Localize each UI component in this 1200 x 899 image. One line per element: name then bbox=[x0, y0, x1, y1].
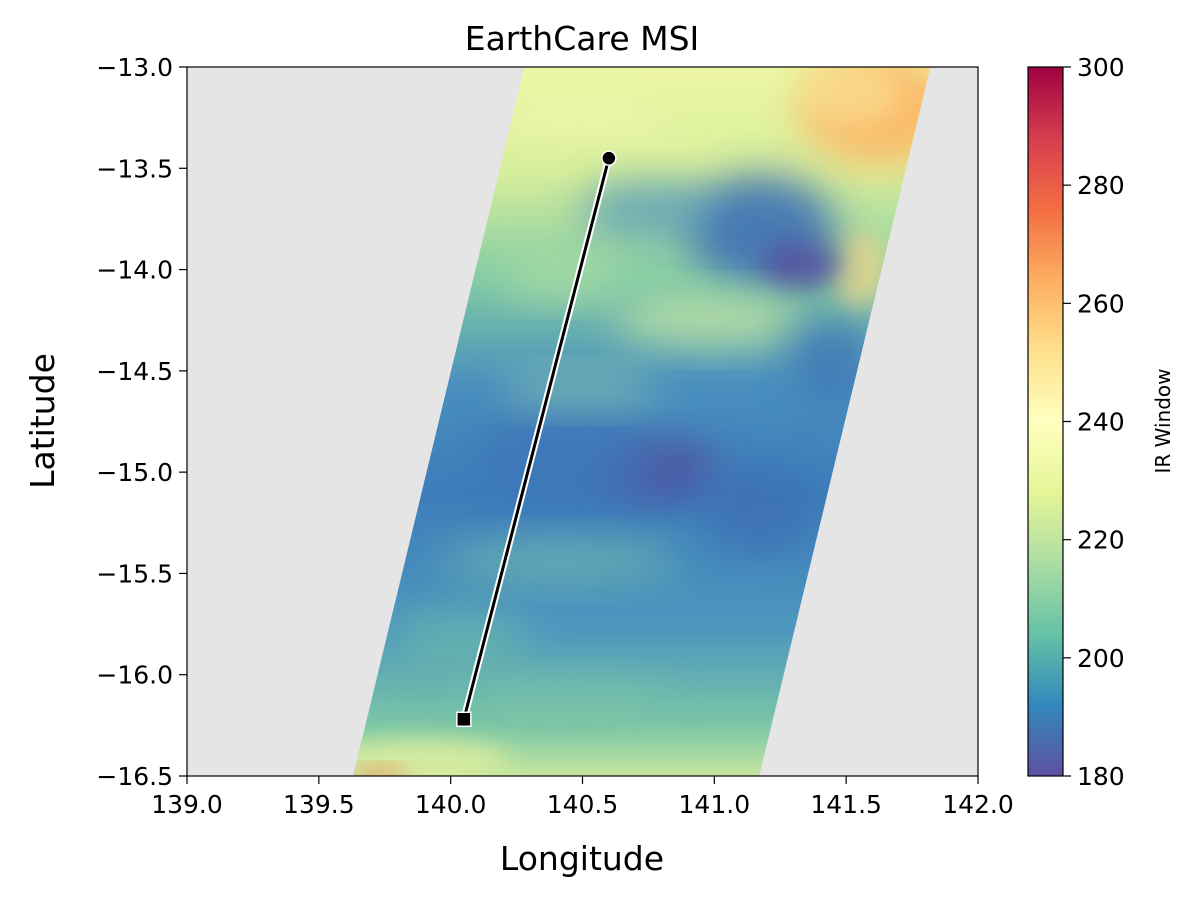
colorbar-gradient bbox=[1028, 67, 1063, 776]
colorbar-tick-label: 240 bbox=[1077, 408, 1125, 437]
colorbar-tick-label: 260 bbox=[1077, 289, 1125, 318]
colorbar-tick-label: 300 bbox=[1077, 53, 1125, 82]
x-tick-label: 141.0 bbox=[679, 790, 751, 819]
x-axis-label: Longitude bbox=[500, 839, 664, 878]
track-end-marker bbox=[456, 711, 472, 728]
y-tick-label: −14.5 bbox=[96, 357, 173, 386]
track bbox=[456, 150, 617, 728]
y-axis: −13.0 −13.5 −14.0 −14.5 −15.0 −15.5 −16.0 −16.5 bbox=[96, 53, 187, 791]
swath-texture bbox=[353, 67, 931, 776]
colorbar: 180 200 220 240 260 280 300 IR Window bbox=[1027, 53, 1175, 791]
colorbar-label: IR Window bbox=[1151, 368, 1175, 473]
y-tick-label: −16.0 bbox=[96, 661, 173, 690]
chart-title: EarthCare MSI bbox=[465, 19, 700, 58]
colorbar-ticks: 180 200 220 240 260 280 300 bbox=[1063, 53, 1125, 791]
x-axis: 139.0 139.5 140.0 140.5 141.0 141.5 142.0 bbox=[151, 776, 1014, 819]
track-line bbox=[462, 156, 611, 721]
colorbar-tick-label: 220 bbox=[1077, 526, 1125, 555]
x-tick-label: 139.5 bbox=[283, 790, 355, 819]
y-tick-label: −14.0 bbox=[96, 256, 173, 285]
x-tick-label: 140.5 bbox=[547, 790, 619, 819]
y-tick-label: −15.0 bbox=[96, 458, 173, 487]
x-tick-label: 139.0 bbox=[151, 790, 223, 819]
x-tick-label: 140.0 bbox=[415, 790, 487, 819]
colorbar-tick-label: 200 bbox=[1077, 644, 1125, 673]
y-tick-label: −16.5 bbox=[96, 762, 173, 791]
y-axis-label: Latitude bbox=[23, 353, 62, 489]
track-start-marker bbox=[601, 150, 617, 166]
colorbar-tick-label: 280 bbox=[1077, 171, 1125, 200]
x-tick-label: 142.0 bbox=[942, 790, 1014, 819]
colorbar-tick-label: 180 bbox=[1077, 762, 1125, 791]
y-tick-label: −13.0 bbox=[96, 53, 173, 82]
y-tick-label: −13.5 bbox=[96, 154, 173, 183]
x-tick-label: 141.5 bbox=[810, 790, 882, 819]
y-tick-label: −15.5 bbox=[96, 559, 173, 588]
